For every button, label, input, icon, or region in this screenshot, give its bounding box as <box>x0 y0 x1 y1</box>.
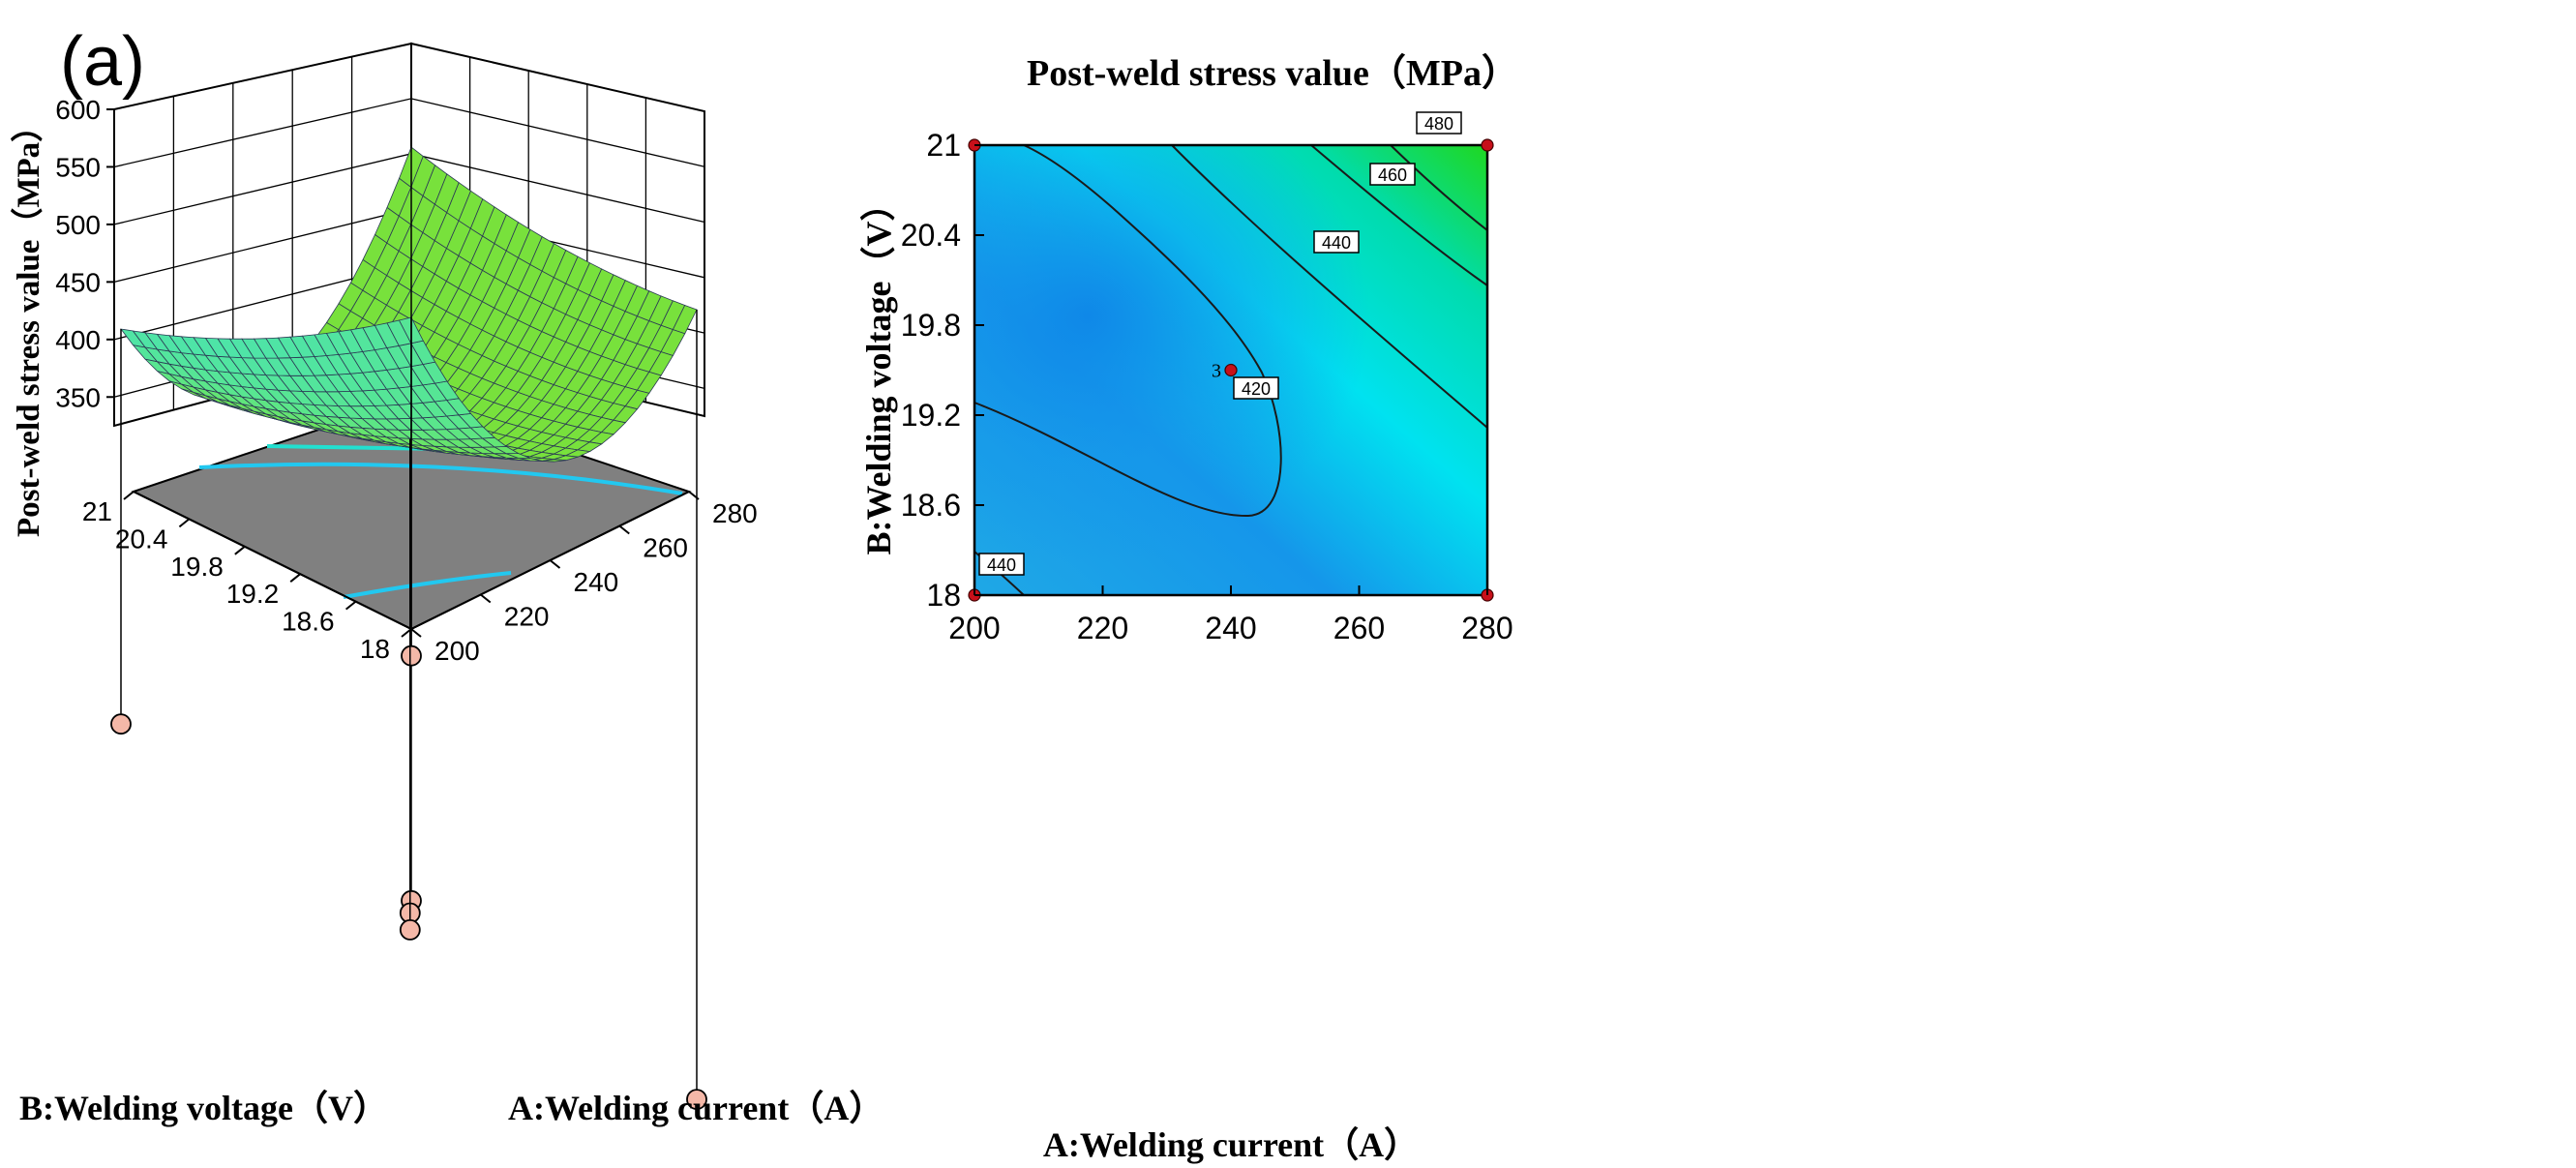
contour-y-tick-label: 20.4 <box>901 218 961 253</box>
y-axis-ticks: 18 18.619.219.820.421 <box>82 491 412 664</box>
design-point <box>401 644 422 667</box>
y-tick-mark <box>289 573 301 583</box>
contour-x-tick-label: 240 <box>1205 611 1256 645</box>
z-tick-label: 600 <box>55 95 101 125</box>
z-tick-label: 350 <box>55 382 101 412</box>
z-tick-label: 400 <box>55 325 101 355</box>
contour-y-ticks: 18 18.6 19.2 19.8 20.4 21 <box>901 128 984 613</box>
contour-y-title: B:Welding voltage（V） <box>859 186 898 554</box>
wall-grid-line <box>113 98 705 168</box>
y-tick-label: 19.8 <box>170 552 224 582</box>
z-axis-title: Post-weld stress value（MPa） <box>11 110 46 537</box>
x-axis-title: A:Welding current（A） <box>508 1089 884 1127</box>
design-point <box>110 713 132 735</box>
y-axis-line <box>133 491 412 630</box>
surface-plot: (a) 350 400 450 500 550 600 18 18.619.219.820.… <box>11 23 884 1127</box>
y-tick-label: 20.4 <box>115 524 168 554</box>
contour-x-tick-label: 200 <box>948 611 1000 645</box>
center-design-point <box>1224 363 1238 377</box>
y-tick-label: 19.2 <box>226 579 280 609</box>
x-tick-label: 240 <box>574 567 619 597</box>
x-tick-label: 220 <box>504 602 550 632</box>
contour-label-box <box>1416 111 1462 135</box>
y-tick-label: 18.6 <box>282 607 335 637</box>
z-axis-ticks: 350 400 450 500 550 600 <box>55 95 114 412</box>
x-tick-mark <box>410 628 422 638</box>
design-points <box>110 147 707 1110</box>
y-tick-mark <box>123 491 135 500</box>
y-tick-mark <box>178 518 191 528</box>
y-tick-mark <box>401 628 412 638</box>
contour-label-440-corner: 440 <box>987 555 1016 575</box>
contour-y-tick-label: 21 <box>926 128 961 163</box>
x-tick-mark <box>618 524 630 535</box>
x-tick-label: 280 <box>712 498 758 528</box>
contour-label-box <box>978 553 1025 576</box>
x-tick-mark <box>688 491 700 500</box>
response-surface <box>120 146 698 463</box>
x-tick-label: 200 <box>434 636 480 666</box>
contour-y-tick-label: 19.8 <box>901 308 961 343</box>
y-tick-label: 21 <box>82 496 112 526</box>
center-point-count: 3 <box>1212 361 1221 382</box>
contour-x-tick-label: 220 <box>1077 611 1128 645</box>
design-point <box>686 1089 707 1110</box>
contour-label-box <box>1369 163 1416 186</box>
z-tick-label: 450 <box>55 267 101 297</box>
floor-contour-line <box>343 571 512 599</box>
contour-title: Post-weld stress value（MPa） <box>1027 53 1518 94</box>
z-tick-label: 550 <box>55 152 101 182</box>
x-tick-mark <box>549 559 561 569</box>
contour-line-440 <box>1171 144 1488 429</box>
x-tick-label: 260 <box>643 533 688 563</box>
x-axis-ticks: 200 220 240 260 280 <box>410 491 758 666</box>
contour-y-tick-label: 19.2 <box>901 398 961 433</box>
contour-y-tick-label: 18.6 <box>901 488 961 523</box>
design-point <box>399 919 421 941</box>
contour-x-ticks: 200 220 240 260 280 <box>948 585 1513 645</box>
contour-label-460: 460 <box>1378 165 1407 185</box>
contour-y-tick-label: 18 <box>926 578 961 613</box>
contour-label-420: 420 <box>1242 379 1271 399</box>
y-axis-title: B:Welding voltage（V） <box>19 1089 388 1127</box>
contour-labels: 420 440 460 480 440 <box>978 111 1462 576</box>
z-tick-label: 500 <box>55 210 101 240</box>
contour-line-460 <box>1310 144 1488 286</box>
contour-label-440: 440 <box>1322 233 1351 253</box>
contour-x-tick-label: 280 <box>1461 611 1513 645</box>
contour-line-480 <box>1390 144 1488 231</box>
y-tick-mark <box>344 600 357 611</box>
wall-grid-line <box>113 43 705 112</box>
contour-plot: Post-weld stress value（MPa） 420 440 460 … <box>859 53 1518 1164</box>
contour-x-title: A:Welding current（A） <box>1043 1125 1419 1164</box>
x-tick-mark <box>480 593 492 604</box>
y-tick-label: 18 <box>360 634 390 664</box>
floor-contour-line <box>198 462 683 495</box>
panel-label: (a) <box>60 23 145 101</box>
contour-label-box <box>1313 230 1360 254</box>
contour-label-box <box>1233 376 1279 400</box>
contour-label-480: 480 <box>1424 114 1453 134</box>
contour-x-tick-label: 260 <box>1333 611 1385 645</box>
y-tick-mark <box>234 546 246 555</box>
corner-design-point <box>1481 138 1494 152</box>
